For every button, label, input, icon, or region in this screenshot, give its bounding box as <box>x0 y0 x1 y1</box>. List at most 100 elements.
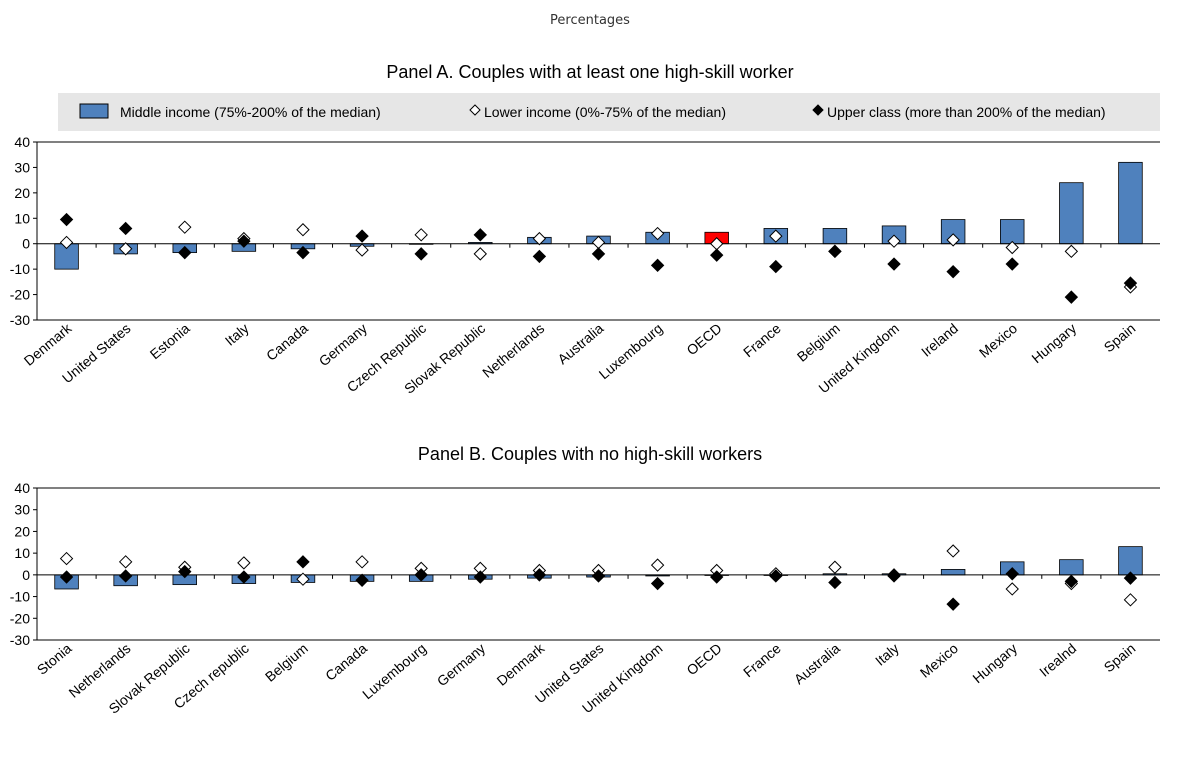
panel-b-category-label: Spain <box>1101 640 1139 675</box>
panel-b-upper-class-marker <box>591 569 606 583</box>
panel-a-upper-class-marker <box>1123 276 1138 290</box>
panel-a-lower-income-marker <box>1064 244 1079 259</box>
panel-a-lower-income-marker <box>1005 240 1019 255</box>
panel-b-bar <box>1118 546 1143 576</box>
panel-a-lower-income-marker <box>887 234 901 248</box>
panel-b-upper-class-marker <box>118 569 133 583</box>
panel-a-upper-class-marker <box>828 244 842 259</box>
panel-a-lower-income-marker <box>473 247 487 261</box>
panel-a-category-label: France <box>740 320 784 360</box>
panel-a-ytick-label: 0 <box>22 236 30 252</box>
panel-a-category-label: Italy <box>222 320 252 349</box>
panel-a-category-label: OECD <box>683 320 724 358</box>
panel-a-upper-class-marker <box>1005 257 1019 271</box>
panel-a-upper-class-marker <box>769 259 783 274</box>
panel-a-ytick-label: -20 <box>10 287 30 303</box>
panel-b-category-label: Stonia <box>34 640 75 678</box>
legend: Middle income (75%-200% of the median) L… <box>58 93 1160 131</box>
panel-a-upper-class-marker <box>532 249 547 264</box>
panel-a-category-label: Mexico <box>976 320 1020 361</box>
panel-a-category-label: Estonia <box>147 320 193 362</box>
panel-a-category-label: Ireland <box>918 320 961 360</box>
panel-b-upper-class-marker <box>828 575 842 590</box>
panel-b-category-label: Luxembourg <box>359 640 429 702</box>
panel-b-upper-class-marker <box>1005 567 1019 581</box>
panel-a-upper-class-marker <box>946 264 960 279</box>
panel-a-category-label: Canada <box>263 320 311 364</box>
panel-b-lower-income-marker <box>946 544 960 558</box>
panel-a-bar <box>1000 219 1025 245</box>
panel-b-category-label: Canada <box>322 640 370 684</box>
legend-filled-diamond-icon <box>812 104 824 116</box>
panel-b-upper-class-marker <box>532 568 547 582</box>
panel-a-upper-class-marker <box>1064 290 1079 304</box>
panel-a-lower-income-marker <box>118 242 133 256</box>
panel-b-ytick-label: 10 <box>14 545 30 561</box>
panel-b-title: Panel B. Couples with no high-skill work… <box>418 444 762 464</box>
figure-subtitle: Percentages <box>550 13 630 28</box>
panel-a-upper-class-marker <box>473 228 487 242</box>
panel-b-chart: 403020100-10-20-30StoniaNetherlandsSlova… <box>10 480 1160 717</box>
panel-b-upper-class-marker <box>1064 574 1079 589</box>
panel-b-bar <box>1059 559 1084 576</box>
panel-b-upper-class-marker <box>296 555 310 569</box>
panel-b-category-label: France <box>740 640 784 680</box>
panel-b-upper-class-marker <box>355 573 369 587</box>
legend-label-upper-class: Upper class (more than 200% of the media… <box>827 104 1106 120</box>
panel-a-upper-class-marker <box>887 257 901 271</box>
panel-a-category-label: Germany <box>316 320 370 369</box>
panel-a-lower-income-marker <box>946 233 960 247</box>
panel-b-ytick-label: -20 <box>10 610 30 626</box>
panel-b-lower-income-marker <box>59 551 74 566</box>
panel-a-lower-income-marker <box>59 235 74 250</box>
panel-b-lower-income-marker <box>650 558 665 572</box>
panel-a-upper-class-marker <box>178 245 192 260</box>
panel-b-category-label: Italy <box>872 640 902 669</box>
panel-a-upper-class-marker <box>59 212 74 227</box>
panel-b-lower-income-marker <box>118 555 133 569</box>
panel-b-ytick-label: 0 <box>22 567 30 583</box>
panel-b-upper-class-marker <box>769 569 783 583</box>
panel-a-category-label: Belgium <box>794 320 843 365</box>
panel-a-category-label: Hungary <box>1028 320 1079 366</box>
panel-a-ytick-label: 10 <box>14 210 30 226</box>
legend-label-lower-income: Lower income (0%-75% of the median) <box>484 104 726 120</box>
panel-b-category-label: Hungary <box>969 640 1020 686</box>
panel-b-lower-income-marker <box>296 572 310 586</box>
panel-a-lower-income-marker <box>769 229 783 243</box>
panel-b-upper-class-marker <box>473 570 487 584</box>
panel-b-category-label: Belgium <box>262 640 311 685</box>
panel-a-lower-income-marker <box>178 220 192 234</box>
panel-b-category-label: Germany <box>434 640 488 689</box>
legend-open-diamond-icon <box>469 104 481 116</box>
panel-b-upper-class-marker <box>59 570 74 584</box>
panel-a-upper-class-marker <box>296 245 310 260</box>
panel-b-ytick-label: -10 <box>10 589 30 605</box>
panel-b-ytick-label: -30 <box>10 632 30 648</box>
panel-b-ytick-label: 20 <box>14 523 30 539</box>
panel-a-category-label: Spain <box>1101 320 1139 355</box>
panel-b-lower-income-marker <box>355 555 369 569</box>
panel-a-title: Panel A. Couples with at least one high-… <box>386 62 793 82</box>
panel-a-upper-class-marker <box>591 247 606 261</box>
panel-a-lower-income-marker <box>296 223 310 237</box>
panel-a-ytick-label: -10 <box>10 261 30 277</box>
panel-b-lower-income-marker <box>828 560 842 574</box>
panel-b-bar <box>940 569 966 576</box>
panel-a-category-label: Australia <box>554 320 606 367</box>
panel-b-upper-class-marker <box>887 569 901 583</box>
panel-a-upper-class-marker <box>355 229 369 243</box>
legend-label-middle-income: Middle income (75%-200% of the median) <box>120 104 381 120</box>
panel-a-ytick-label: 40 <box>14 134 30 150</box>
panel-b-upper-class-marker <box>946 597 960 611</box>
panel-a-ytick-label: -30 <box>10 312 30 328</box>
panel-b-upper-class-marker <box>237 570 251 584</box>
panel-b-category-label: OECD <box>683 640 724 678</box>
panel-b-upper-class-marker <box>1123 571 1138 585</box>
panel-a-bar <box>822 228 848 245</box>
panel-a-upper-class-marker <box>650 258 665 273</box>
panel-a-lower-income-marker <box>532 231 547 246</box>
panel-a-lower-income-marker <box>650 226 665 241</box>
